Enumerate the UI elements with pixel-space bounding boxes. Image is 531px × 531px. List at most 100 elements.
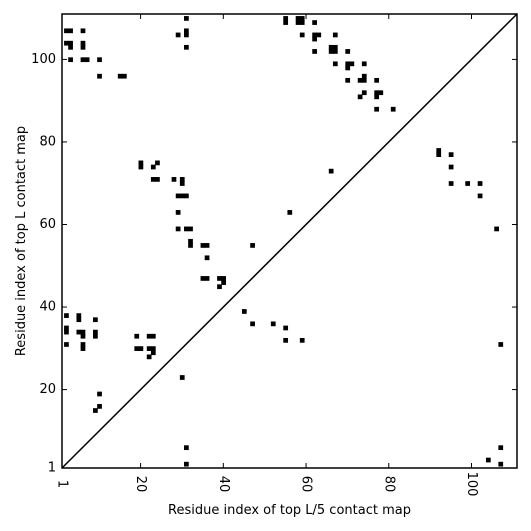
contact-point <box>188 238 193 244</box>
y-tick-label: 80 <box>39 134 56 149</box>
contact-point <box>64 40 69 46</box>
y-axis-label: Residue index of top L contact map <box>14 126 29 356</box>
contact-point <box>97 404 102 409</box>
contact-point <box>179 181 185 186</box>
contact-point <box>200 276 206 281</box>
contact-point <box>76 317 82 323</box>
contact-point <box>80 57 86 63</box>
contact-point <box>155 160 160 166</box>
contact-point <box>498 461 504 467</box>
contact-point <box>361 77 367 83</box>
contact-point <box>299 16 305 21</box>
contact-point <box>146 354 152 360</box>
contact-point <box>84 57 90 63</box>
contact-point <box>448 152 454 157</box>
contact-point <box>287 210 293 215</box>
contact-point <box>465 181 471 186</box>
x-tick-label: 1 <box>55 480 70 488</box>
contact-point <box>390 106 396 112</box>
contact-point <box>345 65 351 71</box>
contact-point <box>345 77 351 83</box>
y-tick-label: 60 <box>39 217 56 232</box>
contact-point <box>361 90 367 96</box>
contact-point <box>93 317 98 323</box>
contact-point <box>498 445 504 451</box>
contact-point <box>76 329 82 335</box>
contact-point <box>68 28 73 34</box>
x-axis-ticks: 1 20 40 60 80 100 <box>55 14 479 497</box>
contact-point <box>312 20 317 25</box>
contact-point <box>283 337 289 343</box>
contact-point <box>68 57 73 63</box>
contact-point <box>184 193 189 199</box>
contact-point <box>217 276 222 281</box>
contact-point <box>361 73 367 79</box>
contact-point <box>374 106 380 112</box>
contact-point <box>150 346 156 351</box>
contact-point <box>250 243 255 248</box>
x-tick-label: 100 <box>464 472 479 497</box>
y-tick-label: 1 <box>48 461 56 476</box>
contact-point <box>221 276 226 281</box>
x-tick-label: 80 <box>381 476 396 493</box>
contact-point <box>150 164 156 170</box>
contact-point <box>188 226 193 232</box>
contact-point <box>138 160 144 166</box>
contact-point <box>299 20 305 25</box>
contact-point <box>378 90 384 96</box>
contact-point <box>188 243 193 248</box>
y-tick-label: 20 <box>39 382 56 397</box>
contact-point <box>97 73 102 79</box>
contact-point <box>155 177 160 182</box>
contact-point <box>312 36 317 42</box>
contact-point <box>150 333 156 339</box>
contact-point <box>241 309 247 314</box>
y-tick-label: 100 <box>31 52 56 67</box>
contact-point <box>295 20 301 25</box>
contact-point <box>374 90 380 96</box>
contact-point <box>283 325 289 331</box>
contact-point <box>64 329 69 335</box>
contact-point <box>179 193 185 199</box>
contact-point <box>498 342 504 347</box>
contact-point <box>204 255 210 261</box>
contact-point <box>184 445 189 451</box>
contact-point <box>80 28 86 34</box>
contact-point <box>146 346 152 351</box>
contact-point <box>138 164 144 170</box>
contact-point <box>345 61 351 67</box>
contact-point <box>184 461 189 467</box>
contact-points <box>64 16 504 467</box>
contact-point <box>374 77 380 83</box>
x-tick-label: 60 <box>299 476 314 493</box>
contact-point <box>477 181 483 186</box>
contact-point <box>93 408 98 413</box>
contact-point <box>283 16 289 21</box>
contact-point <box>80 329 86 335</box>
contact-point <box>179 177 185 182</box>
y-tick-label: 40 <box>39 300 56 315</box>
y-axis-ticks: 1 20 40 60 80 100 <box>31 52 517 476</box>
contact-point <box>150 177 156 182</box>
contact-point <box>328 49 334 54</box>
contact-point <box>68 40 73 46</box>
contact-point <box>332 44 338 50</box>
contact-point <box>436 148 442 153</box>
contact-point <box>184 226 189 232</box>
contact-point <box>64 313 69 318</box>
contact-point <box>312 49 317 54</box>
contact-point <box>80 44 86 50</box>
contact-point <box>349 61 355 67</box>
contact-point <box>270 321 276 327</box>
contact-point <box>150 350 156 356</box>
contact-point <box>312 32 317 38</box>
contact-point <box>332 61 338 67</box>
contact-point <box>175 32 181 38</box>
contact-point <box>332 32 338 38</box>
contact-point <box>204 243 210 248</box>
contact-point <box>134 333 140 339</box>
contact-point <box>221 280 226 285</box>
contact-point <box>448 181 454 186</box>
contact-point <box>184 16 189 21</box>
